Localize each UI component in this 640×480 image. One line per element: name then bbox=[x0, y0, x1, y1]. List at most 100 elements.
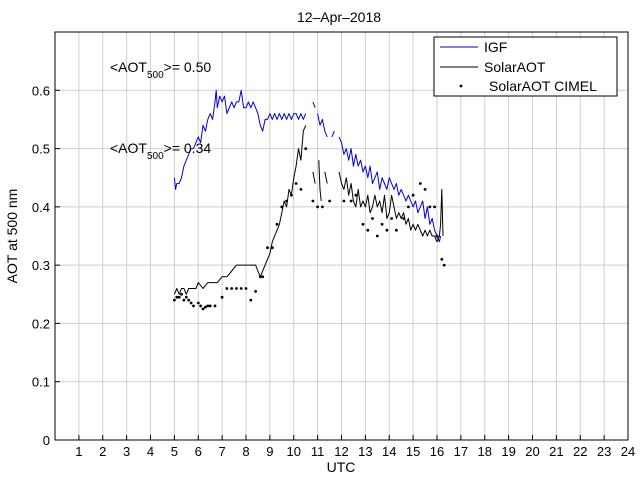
data-point-solaraot-cimel bbox=[220, 295, 224, 299]
x-tick-label: 3 bbox=[123, 444, 130, 459]
data-point-solaraot-cimel bbox=[299, 188, 303, 191]
x-tick-label: 18 bbox=[478, 444, 492, 459]
data-point-solaraot-cimel bbox=[192, 304, 195, 308]
data-point-solaraot-cimel bbox=[249, 298, 253, 302]
legend-label-cimel: SolarAOT CIMEL bbox=[489, 78, 597, 94]
legend-label-solaraot: SolarAOT bbox=[484, 59, 546, 75]
data-point-solaraot-cimel bbox=[177, 295, 181, 299]
data-point-solaraot-cimel bbox=[395, 228, 398, 232]
x-tick-label: 7 bbox=[219, 444, 226, 459]
series-line-solaraot bbox=[312, 171, 316, 184]
data-point-solaraot-cimel bbox=[290, 193, 293, 197]
series-line-igf bbox=[317, 113, 328, 138]
data-point-solaraot-cimel bbox=[187, 298, 191, 302]
data-point-solaraot-cimel bbox=[189, 301, 193, 305]
data-point-solaraot-cimel bbox=[175, 295, 179, 299]
x-tick-label: 6 bbox=[195, 444, 202, 459]
data-point-solaraot-cimel bbox=[254, 290, 257, 293]
data-point-solaraot-cimel bbox=[230, 287, 234, 290]
y-axis-ticks: 0 0.1 0.2 0.3 0.4 0.5 0.6 bbox=[32, 83, 60, 448]
data-point-solaraot-cimel bbox=[321, 205, 324, 209]
data-point-solaraot-cimel bbox=[213, 304, 217, 308]
legend-swatch-cimel bbox=[459, 84, 463, 88]
x-tick-label: 9 bbox=[266, 444, 273, 459]
y-tick-label: 0.3 bbox=[32, 258, 50, 273]
data-point-solaraot-cimel bbox=[275, 222, 279, 226]
series-line-igf bbox=[312, 101, 316, 108]
data-point-solaraot-cimel bbox=[285, 199, 288, 203]
data-point-solaraot-cimel bbox=[199, 304, 203, 308]
data-point-solaraot-cimel bbox=[182, 298, 186, 302]
annotation-igf-sub: 500 bbox=[147, 70, 164, 81]
data-point-solaraot-cimel bbox=[316, 205, 319, 209]
data-point-solaraot-cimel bbox=[402, 217, 405, 220]
x-tick-label: 17 bbox=[454, 444, 468, 459]
y-tick-label: 0.1 bbox=[32, 375, 50, 390]
series-line-solaraot bbox=[318, 160, 322, 202]
annotation-solaraot-suffix: >= 0.34 bbox=[164, 140, 212, 156]
data-point-solaraot-cimel bbox=[440, 257, 444, 261]
annotation-solaraot-prefix: <AOT bbox=[110, 140, 147, 156]
series-line-igf bbox=[173, 89, 307, 190]
plot-series bbox=[173, 89, 446, 311]
data-point-solaraot-cimel bbox=[428, 205, 432, 209]
data-point-solaraot-cimel bbox=[173, 298, 176, 302]
data-point-solaraot-cimel bbox=[208, 304, 212, 308]
data-point-solaraot-cimel bbox=[304, 147, 308, 151]
data-point-solaraot-cimel bbox=[225, 287, 229, 290]
data-point-solaraot-cimel bbox=[390, 217, 393, 220]
annotation-igf-prefix: <AOT bbox=[110, 59, 147, 75]
annotation-solaraot-sub: 500 bbox=[147, 151, 164, 162]
x-tick-label: 2 bbox=[99, 444, 106, 459]
data-point-solaraot-cimel bbox=[311, 199, 315, 203]
data-point-solaraot-cimel bbox=[349, 199, 353, 203]
y-axis-label: AOT at 500 nm bbox=[4, 189, 20, 284]
x-tick-label: 23 bbox=[597, 444, 611, 459]
data-point-solaraot-cimel bbox=[294, 182, 298, 185]
series-line-solaraot bbox=[324, 171, 328, 184]
data-point-solaraot-cimel bbox=[206, 304, 210, 308]
x-tick-label: 24 bbox=[621, 444, 635, 459]
data-point-solaraot-cimel bbox=[371, 217, 374, 220]
data-point-solaraot-cimel bbox=[204, 305, 207, 309]
series-line-igf bbox=[338, 136, 442, 243]
data-point-solaraot-cimel bbox=[235, 287, 238, 290]
x-axis-label: UTC bbox=[327, 459, 356, 475]
x-tick-label: 1 bbox=[75, 444, 82, 459]
y-tick-label: 0 bbox=[43, 433, 50, 448]
data-point-solaraot-cimel bbox=[354, 193, 358, 197]
series-line-solaraot bbox=[173, 125, 307, 295]
x-tick-label: 12 bbox=[334, 444, 348, 459]
x-tick-label: 11 bbox=[311, 444, 325, 459]
x-tick-label: 15 bbox=[406, 444, 420, 459]
x-tick-label: 5 bbox=[171, 444, 178, 459]
data-point-solaraot-cimel bbox=[244, 287, 248, 290]
data-point-solaraot-cimel bbox=[361, 222, 365, 226]
data-point-solaraot-cimel bbox=[261, 275, 265, 279]
x-tick-label: 20 bbox=[525, 444, 539, 459]
x-tick-label: 13 bbox=[358, 444, 372, 459]
data-point-solaraot-cimel bbox=[180, 292, 183, 296]
data-point-solaraot-cimel bbox=[423, 188, 427, 191]
annotation-igf: <AOT500>= 0.50 bbox=[110, 59, 211, 81]
data-point-solaraot-cimel bbox=[418, 182, 422, 185]
x-tick-label: 8 bbox=[242, 444, 249, 459]
data-point-solaraot-cimel bbox=[196, 301, 200, 305]
legend: IGF SolarAOT SolarAOT CIMEL bbox=[433, 36, 618, 97]
annotation-solaraot: <AOT500>= 0.34 bbox=[110, 140, 211, 162]
data-point-solaraot-cimel bbox=[270, 246, 274, 250]
data-point-solaraot-cimel bbox=[280, 205, 284, 209]
data-point-solaraot-cimel bbox=[442, 263, 446, 267]
x-axis-ticks: 1 2 3 4 5 6 7 8 9 10 11 12 13 14 15 16 17 18 19 20 21 22 23 24 bbox=[75, 435, 635, 459]
data-point-solaraot-cimel bbox=[435, 234, 439, 238]
y-tick-label: 0.6 bbox=[32, 83, 50, 98]
series-line-igf bbox=[331, 130, 335, 138]
data-point-solaraot-cimel bbox=[239, 287, 243, 290]
data-point-solaraot-cimel bbox=[201, 307, 205, 311]
chart-title: 12–Apr–2018 bbox=[297, 9, 381, 25]
x-tick-label: 16 bbox=[430, 444, 444, 459]
x-tick-label: 21 bbox=[549, 444, 563, 459]
x-tick-label: 10 bbox=[287, 444, 301, 459]
data-point-solaraot-cimel bbox=[258, 275, 262, 279]
